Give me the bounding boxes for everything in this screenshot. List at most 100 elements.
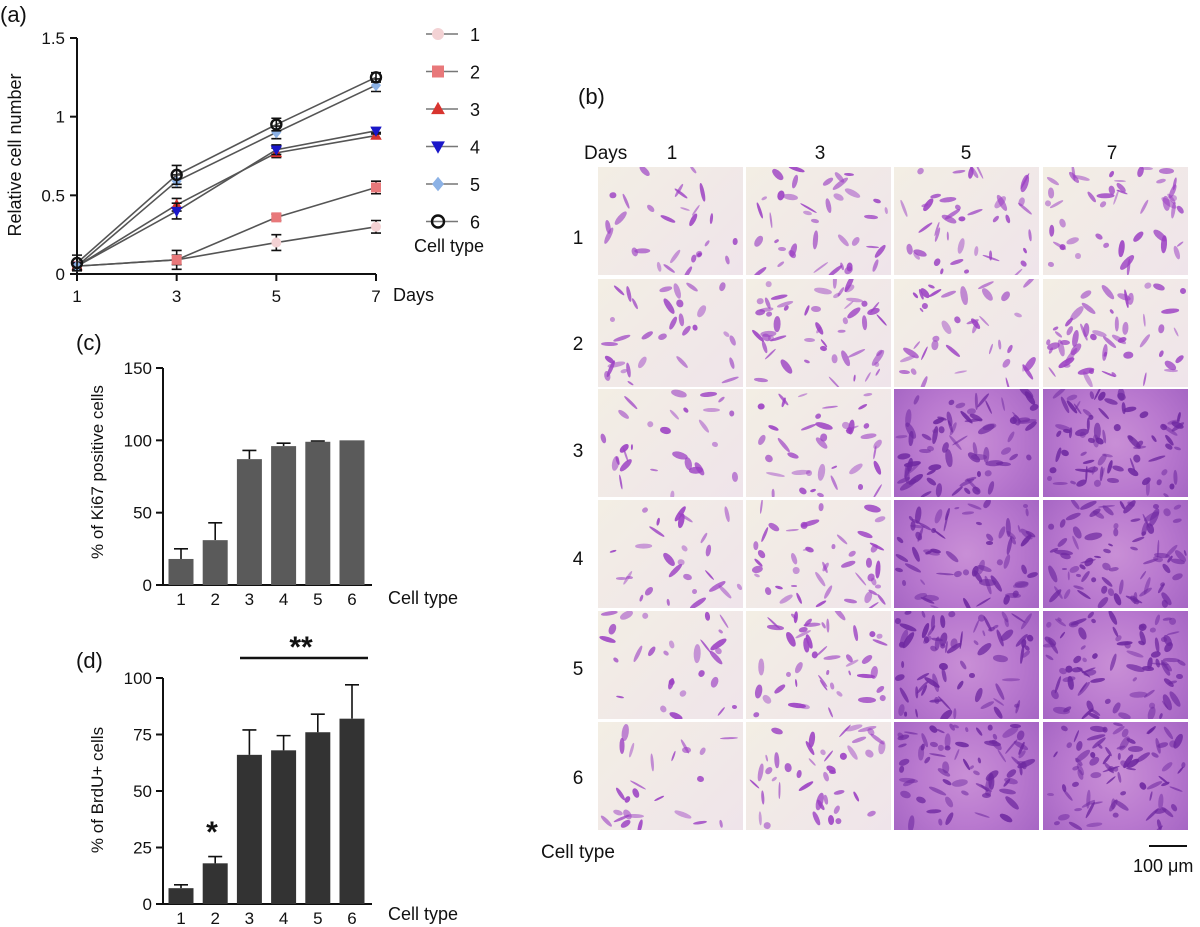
panel-d: (d) % of BrdU+ cells 0 25 50 75 100 1 2 3 4 5 6 C… — [76, 631, 458, 927]
legend-item-4: 4 — [426, 138, 480, 158]
data-point — [271, 237, 282, 248]
panel-c-x-ticks: 1 2 3 4 5 6 — [176, 590, 356, 609]
data-point — [170, 168, 183, 182]
bar-5 — [305, 732, 331, 904]
y-tick-label: 75 — [133, 726, 152, 745]
legend-item-5: 5 — [426, 175, 480, 195]
x-tick-label: 2 — [210, 590, 219, 609]
bar-1 — [168, 558, 194, 585]
row-label-cell-type-2: 2 — [573, 334, 584, 355]
x-tick-label: 5 — [272, 287, 281, 306]
legend-label: 2 — [470, 63, 480, 83]
y-tick-label: 50 — [133, 782, 152, 801]
error-bar — [345, 683, 359, 719]
panel-d-bars — [168, 683, 365, 904]
y-tick-label: 0 — [143, 576, 152, 595]
x-tick-label: 1 — [176, 590, 185, 609]
panel-b-column-labels: 1 3 5 7 — [667, 143, 1118, 164]
data-point — [270, 118, 283, 131]
panel-c-y-ticks: 0 50 100 150 — [124, 359, 163, 595]
column-label-day-7: 7 — [1107, 143, 1118, 164]
data-point — [171, 254, 182, 265]
panel-d-y-ticks: 0 25 50 75 100 — [124, 669, 163, 914]
legend-item-1: 1 — [426, 25, 480, 45]
panel-c-xlabel: Cell type — [388, 588, 458, 608]
error-bar — [276, 442, 291, 447]
data-point — [371, 182, 381, 193]
y-tick-label: 1.5 — [41, 29, 65, 48]
column-label-day-3: 3 — [815, 143, 826, 164]
x-tick-label: 1 — [176, 909, 185, 927]
data-point — [369, 71, 383, 84]
row-label-cell-type-5: 5 — [573, 659, 584, 680]
x-tick-label: 7 — [371, 287, 380, 306]
column-label-day-1: 1 — [667, 143, 678, 164]
bar-1 — [168, 888, 194, 904]
row-label-cell-type-3: 3 — [573, 441, 584, 462]
error-bar — [208, 521, 223, 541]
y-tick-label: 25 — [133, 839, 152, 858]
y-tick-label: 150 — [124, 359, 152, 378]
x-tick-label: 2 — [210, 909, 219, 927]
legend-label: 4 — [470, 138, 480, 158]
panel-a-legend: 1 2 3 4 5 6 — [426, 25, 480, 233]
panel-c: (c) % of Ki67 positive cells 0 50 100 150 1… — [76, 330, 458, 609]
x-tick-label: 3 — [172, 287, 181, 306]
data-point — [370, 126, 382, 137]
panel-b-label: (b) — [578, 84, 605, 109]
data-point — [170, 206, 183, 218]
legend-marker — [430, 214, 446, 229]
legend-marker — [432, 65, 444, 78]
panel-a-y-ticks: 0 0.5 1 1.5 — [41, 29, 77, 284]
x-tick-label: 1 — [72, 287, 81, 306]
legend-label: 6 — [470, 213, 480, 233]
data-point — [271, 212, 282, 223]
row-label-cell-type-1: 1 — [573, 228, 584, 249]
panel-d-xlabel: Cell type — [388, 904, 458, 924]
series-line — [76, 186, 377, 267]
x-tick-label: 6 — [347, 590, 356, 609]
error-bar — [310, 440, 325, 442]
error-bar — [171, 164, 182, 186]
x-tick-label: 4 — [279, 909, 288, 927]
series-line — [76, 76, 377, 264]
panel-a-label: (a) — [0, 2, 27, 27]
y-tick-label: 0 — [143, 895, 152, 914]
legend-marker — [431, 141, 445, 154]
legend-marker — [431, 101, 445, 115]
row-label-cell-type-4: 4 — [573, 549, 584, 570]
data-point — [271, 126, 282, 139]
panel-d-x-ticks: 1 2 3 4 5 6 — [176, 909, 356, 927]
legend-label: 3 — [470, 100, 480, 120]
panel-c-bars — [168, 440, 365, 585]
significance-double-star: ** — [289, 631, 313, 664]
y-tick-label: 100 — [124, 431, 152, 450]
column-label-day-5: 5 — [961, 143, 972, 164]
error-bar — [174, 883, 188, 889]
panel-a: (a) Relative cell number 0 0.5 1 1.5 1 3 5 7 D… — [0, 2, 484, 306]
y-tick-label: 100 — [124, 669, 152, 688]
bar-5 — [305, 441, 331, 585]
row-label-cell-type-6: 6 — [573, 768, 584, 789]
significance-single-star: * — [206, 816, 218, 849]
panel-a-x-ticks: 1 3 5 7 — [72, 274, 381, 306]
panel-a-ylabel: Relative cell number — [5, 73, 25, 236]
legend-label: 1 — [470, 25, 480, 45]
error-bar — [208, 855, 223, 864]
panel-c-ylabel: % of Ki67 positive cells — [88, 385, 107, 559]
bar-2 — [202, 540, 228, 585]
panel-b-row-labels: 1 2 3 4 5 6 — [573, 228, 584, 789]
legend-item-2: 2 — [426, 63, 480, 83]
panel-c-label: (c) — [76, 330, 102, 355]
data-point — [70, 256, 84, 270]
scale-bar-label: 100 μm — [1133, 856, 1193, 876]
data-point — [270, 145, 283, 156]
error-bar — [174, 548, 188, 559]
series-line — [76, 226, 377, 267]
series-line — [76, 84, 377, 267]
series-line — [76, 130, 377, 267]
bar-6 — [339, 440, 365, 585]
legend-marker — [432, 28, 444, 40]
bar-6 — [339, 718, 365, 904]
